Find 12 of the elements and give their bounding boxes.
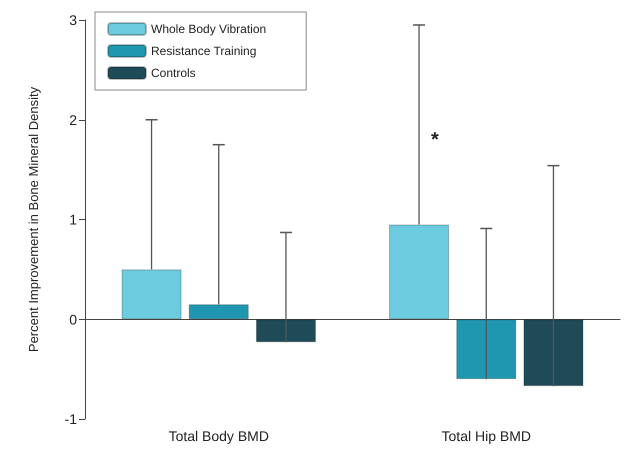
legend-label: Controls [151, 66, 196, 80]
y-axis-title: Percent Improvement in Bone Mineral Density [26, 86, 41, 352]
y-tick-label: -1 [64, 411, 78, 427]
x-tick-label: Total Hip BMD [442, 428, 531, 444]
y-tick-label: 0 [69, 311, 78, 328]
legend-label: Resistance Training [151, 44, 256, 58]
x-tick-label: Total Body BMD [168, 428, 269, 444]
y-tick-label: 2 [69, 112, 78, 128]
legend-label: Whole Body Vibration [151, 22, 266, 36]
annotation: * [431, 129, 440, 151]
y-tick-label: 1 [69, 212, 78, 228]
y-tick-label: 3 [69, 12, 78, 28]
